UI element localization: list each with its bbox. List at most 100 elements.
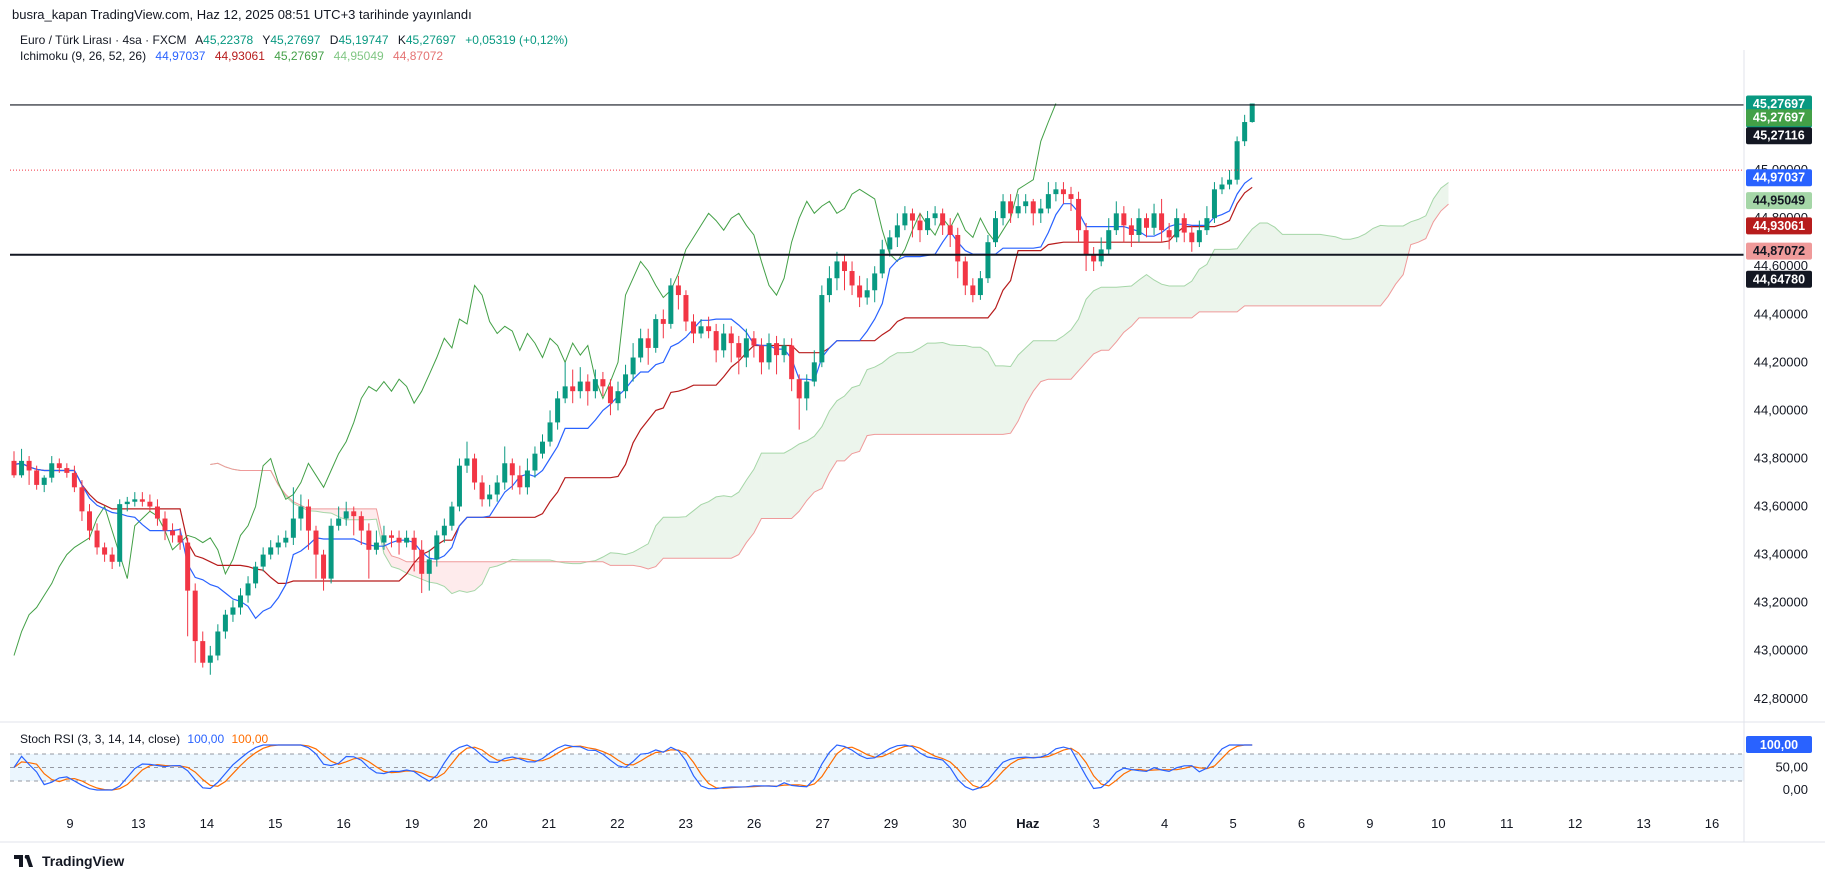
ichimoku-cloud-segment xyxy=(640,543,649,570)
candle-body xyxy=(215,631,221,656)
candle-body xyxy=(321,554,327,579)
time-tick-label: Haz xyxy=(1016,816,1040,831)
ohlc-open: A45,22378 xyxy=(195,33,254,47)
candle-body xyxy=(925,218,931,231)
candle-body xyxy=(1121,213,1127,226)
candle-body xyxy=(932,213,938,219)
ichimoku-cloud-segment xyxy=(1184,281,1192,318)
candle-body xyxy=(472,458,478,483)
symbol-legend: Euro / Türk Lirası · 4sa · FXCM A45,2237… xyxy=(20,33,574,47)
ichimoku-cloud-segment xyxy=(693,504,702,559)
ichimoku-cloud-segment xyxy=(1229,248,1238,312)
stoch-rsi-label: Stoch RSI (3, 3, 14, 14, close) xyxy=(20,732,181,746)
candle-body xyxy=(917,220,923,231)
candle-body xyxy=(154,506,160,519)
candle-body xyxy=(1023,201,1029,207)
candle-body xyxy=(894,225,900,238)
ichimoku-cloud-segment xyxy=(1312,234,1321,306)
time-tick-label: 15 xyxy=(268,816,282,831)
ichimoku-cloud-segment xyxy=(957,345,966,435)
candle-body xyxy=(177,535,183,543)
ichimoku-cloud-segment xyxy=(708,496,717,559)
ichimoku-cloud-segment xyxy=(1093,287,1102,354)
candle-body xyxy=(1159,213,1165,231)
candle-body xyxy=(19,460,25,476)
ichimoku-kijun-line xyxy=(13,186,1253,584)
ichimoku-cloud-segment xyxy=(1131,280,1139,327)
ichimoku-cloud-segment xyxy=(1018,347,1026,422)
candle-body xyxy=(207,655,213,663)
stoch-badge-text: 100,00 xyxy=(1760,738,1798,752)
time-tick-label: 3 xyxy=(1093,816,1100,831)
stoch-rsi-legend[interactable]: Stoch RSI (3, 3, 14, 14, close) 100,00 1… xyxy=(20,732,272,746)
candle-body xyxy=(1166,230,1172,238)
ichimoku-cloud-segment xyxy=(1425,198,1434,239)
price-badge xyxy=(1746,169,1812,187)
candle-body xyxy=(615,391,621,404)
ichimoku-cloud-segment xyxy=(965,345,973,435)
candle-body xyxy=(1249,103,1255,123)
time-tick-label: 21 xyxy=(542,816,556,831)
ichimoku-cloud-segment xyxy=(784,448,792,519)
candle-body xyxy=(464,458,470,466)
ohlc-change: +0,05319 (+0,12%) xyxy=(465,33,569,47)
price-badge xyxy=(1746,242,1812,260)
ichimoku-cloud-segment xyxy=(927,343,936,435)
ichimoku-cloud-segment xyxy=(799,441,807,512)
candle-body xyxy=(404,537,410,543)
ichimoku-cloud-segment xyxy=(610,552,618,566)
candle-body xyxy=(940,213,946,226)
symbol-name[interactable]: Euro / Türk Lirası · 4sa · FXCM xyxy=(20,33,187,47)
candle-body xyxy=(743,338,749,358)
ichimoku-cloud-segment xyxy=(904,352,913,435)
ichimoku-cloud-segment xyxy=(618,553,626,566)
ichimoku-cloud-segment xyxy=(383,542,392,567)
time-tick-label: 26 xyxy=(747,816,761,831)
candle-body xyxy=(849,271,855,286)
ichimoku-cloud-segment xyxy=(1222,249,1230,312)
ichimoku-cloud-segment xyxy=(1403,221,1411,275)
candle-body xyxy=(683,295,689,322)
price-badge-text: 44,97037 xyxy=(1753,171,1805,185)
time-tick-label: 12 xyxy=(1568,816,1582,831)
candle-body xyxy=(1227,179,1233,185)
candle-body xyxy=(1128,225,1134,235)
published-header: busra_kapan TradingView.com, Haz 12, 202… xyxy=(12,7,472,22)
ichimoku-cloud-segment xyxy=(1078,299,1087,371)
ichimoku-cloud-segment xyxy=(1297,234,1306,306)
ichimoku-cloud-segment xyxy=(1191,269,1200,318)
ichimoku-cloud-segment xyxy=(1123,286,1132,333)
ichimoku-cloud-segment xyxy=(670,517,679,559)
ichimoku-cloud-segment xyxy=(685,510,694,559)
ichimoku-cloud-segment xyxy=(1289,234,1298,306)
candle-body xyxy=(804,381,810,399)
candle-body xyxy=(192,590,198,642)
candle-body xyxy=(102,547,108,555)
candle-body xyxy=(630,357,636,375)
candle-body xyxy=(1083,230,1089,255)
candle-body xyxy=(222,614,228,632)
candle-body xyxy=(94,530,100,548)
ohlc-high: Y45,27697 xyxy=(262,33,321,47)
candle-body xyxy=(819,295,825,363)
tradingview-logo[interactable]: TradingView xyxy=(14,853,124,869)
candle-body xyxy=(872,273,878,291)
candle-body xyxy=(577,381,583,392)
candle-body xyxy=(1060,189,1066,195)
ichimoku-cloud-segment xyxy=(942,342,951,435)
time-tick-label: 11 xyxy=(1500,816,1514,831)
ichimoku-cloud-segment xyxy=(859,369,868,452)
ichimoku-cloud-segment xyxy=(1101,287,1109,351)
price-tick-label: 44,00000 xyxy=(1754,402,1808,417)
price-tick-label: 43,00000 xyxy=(1754,643,1808,658)
candle-body xyxy=(132,499,138,502)
ichimoku-cloud-segment xyxy=(625,552,634,566)
time-tick-label: 9 xyxy=(1366,816,1373,831)
candle-body xyxy=(117,504,123,562)
ichimoku-legend[interactable]: Ichimoku (9, 26, 52, 26) 44,97037 44,930… xyxy=(20,49,449,63)
candle-body xyxy=(645,338,651,348)
ichimoku-cloud-segment xyxy=(1138,274,1147,318)
ichimoku-cloud-segment xyxy=(791,444,800,519)
candle-body xyxy=(547,422,553,442)
